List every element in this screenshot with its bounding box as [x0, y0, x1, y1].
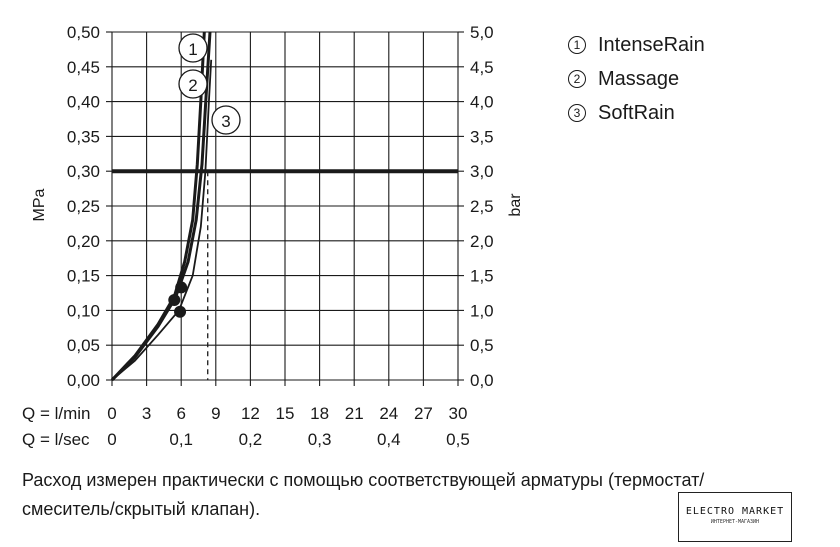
y-tick-label-left: 0,10 [67, 301, 100, 320]
series-line-softrain [111, 59, 213, 381]
curve-label-number: 3 [221, 112, 230, 131]
x-tick-label-lmin: 18 [310, 404, 329, 423]
series-marker-intenserain [175, 281, 188, 294]
watermark-text: ELECTRO MARKET [685, 506, 785, 517]
y-tick-label-right: 2,5 [470, 197, 494, 216]
y-tick-label-right: 1,5 [470, 267, 494, 286]
y-tick-label-right: 1,0 [470, 301, 494, 320]
legend-label: IntenseRain [598, 34, 705, 56]
y-axis-label-left: MPa [31, 188, 48, 221]
legend-label: Massage [598, 68, 680, 90]
series-curves [110, 31, 213, 382]
x-tick-label-lmin: 9 [211, 404, 220, 423]
footnote-line-1: Расход измерен практически с помощью соо… [22, 470, 705, 490]
curve-number-labels: 1 2 3 [178, 33, 241, 135]
y-tick-label-left: 0,00 [67, 371, 100, 390]
y-tick-label-left: 0,05 [67, 336, 100, 355]
curve-label-circle [178, 33, 208, 63]
y-tick-label-right: 0,0 [470, 371, 494, 390]
tick-labels: 0,00 0,00,05 0,50,10 1,00,15 1,50,20 2,00,25 2… [67, 23, 494, 449]
curve-label-circle [178, 69, 208, 99]
legend-number: 1 [568, 36, 586, 54]
x-tick-label-lsec: 0,4 [377, 430, 401, 449]
watermark-box [678, 492, 792, 542]
x-tick-label-lmin: 21 [345, 404, 364, 423]
x-tick-label-lmin: 6 [176, 404, 185, 423]
y-tick-label-left: 0,45 [67, 58, 100, 77]
series-line-massage [110, 31, 206, 382]
x-tick-label-lmin: 27 [414, 404, 433, 423]
footnote-line-2: смеситель/скрытый клапан). [22, 499, 261, 519]
curve-label-number: 1 [188, 40, 197, 59]
legend-item: 2 Massage [568, 62, 705, 96]
y-tick-label-left: 0,30 [67, 162, 100, 181]
y-tick-label-right: 3,0 [470, 162, 494, 181]
x-tick-label-lmin: 12 [241, 404, 260, 423]
x-tick-label-lsec: 0,3 [308, 430, 332, 449]
series-marker-softrain [174, 305, 187, 318]
legend-label: SoftRain [598, 102, 675, 124]
series-marker-massage [168, 293, 181, 306]
y-tick-label-right: 4,5 [470, 58, 494, 77]
y-tick-label-right: 5,0 [470, 23, 494, 42]
y-tick-label-left: 0,50 [67, 23, 100, 42]
x-axis-label-lmin: Q = l/min [22, 404, 91, 423]
y-tick-label-left: 0,25 [67, 197, 100, 216]
footnote: Расход измерен практически с помощью соо… [22, 466, 822, 524]
x-tick-label-lmin: 3 [142, 404, 151, 423]
curve-label-circle [211, 105, 241, 135]
y-tick-label-left: 0,35 [67, 127, 100, 146]
x-axis-label-lsec: Q = l/sec [22, 430, 90, 449]
chart-grid [106, 31, 464, 386]
x-tick-label-lsec: 0 [107, 430, 116, 449]
watermark-logo: ELECTRO MARKET ИНТЕРНЕТ-МАГАЗИН [678, 492, 792, 542]
series-markers [168, 281, 188, 318]
y-tick-label-left: 0,40 [67, 93, 100, 112]
legend-number: 3 [568, 104, 586, 122]
y-tick-label-right: 4,0 [470, 93, 494, 112]
x-tick-label-lsec: 0,1 [169, 430, 193, 449]
y-tick-label-right: 2,0 [470, 232, 494, 251]
legend-item: 1 IntenseRain [568, 28, 705, 62]
curve-label-number: 2 [188, 76, 197, 95]
y-tick-label-right: 0,5 [470, 336, 494, 355]
x-tick-label-lmin: 15 [276, 404, 295, 423]
y-tick-label-left: 0,15 [67, 267, 100, 286]
y-axis-label-right: bar [507, 193, 524, 217]
legend: 1 IntenseRain 2 Massage 3 SoftRain [568, 28, 705, 130]
x-tick-label-lsec: 0,5 [446, 430, 470, 449]
legend-number: 2 [568, 70, 586, 88]
x-tick-label-lmin: 0 [107, 404, 116, 423]
watermark-subtext: ИНТЕРНЕТ-МАГАЗИН [710, 519, 760, 525]
y-tick-label-left: 0,20 [67, 232, 100, 251]
x-tick-label-lmin: 24 [379, 404, 398, 423]
x-tick-label-lmin: 30 [449, 404, 468, 423]
legend-item: 3 SoftRain [568, 96, 705, 130]
x-tick-label-lsec: 0,2 [239, 430, 263, 449]
y-tick-label-right: 3,5 [470, 127, 494, 146]
